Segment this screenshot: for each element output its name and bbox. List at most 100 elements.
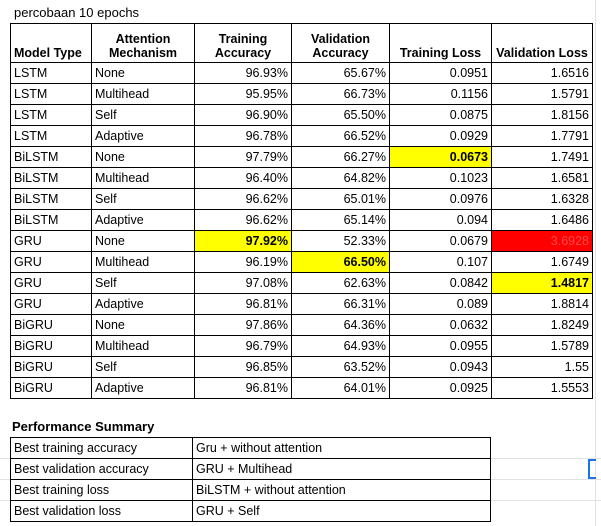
model-type-cell[interactable]: BiLSTM (10, 146, 92, 168)
header-validation-accuracy[interactable]: Validation Accuracy (291, 23, 390, 63)
validation-loss-cell[interactable]: 1.5553 (491, 377, 593, 399)
validation-loss-cell[interactable]: 1.6486 (491, 209, 593, 231)
header-attention-mechanism[interactable]: Attention Mechanism (91, 23, 195, 63)
attention-cell[interactable]: Self (91, 272, 195, 294)
validation-loss-cell[interactable]: 1.5791 (491, 83, 593, 105)
training-accuracy-cell[interactable]: 96.40% (194, 167, 292, 189)
training-loss-cell[interactable]: 0.1156 (389, 83, 492, 105)
training-accuracy-cell[interactable]: 97.08% (194, 272, 292, 294)
validation-accuracy-cell[interactable]: 64.82% (291, 167, 390, 189)
attention-cell[interactable]: None (91, 314, 195, 336)
training-accuracy-cell[interactable]: 96.81% (194, 293, 292, 315)
training-accuracy-cell[interactable]: 96.62% (194, 209, 292, 231)
validation-accuracy-cell[interactable]: 63.52% (291, 356, 390, 378)
training-loss-cell[interactable]: 0.1023 (389, 167, 492, 189)
training-loss-cell[interactable]: 0.089 (389, 293, 492, 315)
model-type-cell[interactable]: LSTM (10, 125, 92, 147)
training-loss-cell[interactable]: 0.0955 (389, 335, 492, 357)
model-type-cell[interactable]: GRU (10, 272, 92, 294)
model-type-cell[interactable]: BiGRU (10, 377, 92, 399)
validation-accuracy-cell[interactable]: 65.01% (291, 188, 390, 210)
training-accuracy-cell[interactable]: 96.62% (194, 188, 292, 210)
validation-accuracy-cell[interactable]: 65.14% (291, 209, 390, 231)
header-training-loss[interactable]: Training Loss (389, 23, 492, 63)
validation-loss-cell[interactable]: 1.8249 (491, 314, 593, 336)
training-accuracy-cell[interactable]: 96.85% (194, 356, 292, 378)
attention-cell[interactable]: Multihead (91, 83, 195, 105)
validation-accuracy-cell[interactable]: 66.50% (291, 251, 390, 273)
attention-cell[interactable]: Multihead (91, 335, 195, 357)
summary-label-cell[interactable]: Best training loss (10, 479, 193, 501)
validation-loss-cell[interactable]: 3.6928 (491, 230, 593, 252)
training-accuracy-cell[interactable]: 96.19% (194, 251, 292, 273)
validation-accuracy-cell[interactable]: 64.36% (291, 314, 390, 336)
attention-cell[interactable]: Self (91, 188, 195, 210)
training-loss-cell[interactable]: 0.0632 (389, 314, 492, 336)
model-type-cell[interactable]: GRU (10, 230, 92, 252)
validation-loss-cell[interactable]: 1.7491 (491, 146, 593, 168)
validation-loss-cell[interactable]: 1.5789 (491, 335, 593, 357)
attention-cell[interactable]: Adaptive (91, 377, 195, 399)
attention-cell[interactable]: Multihead (91, 251, 195, 273)
training-accuracy-cell[interactable]: 97.86% (194, 314, 292, 336)
header-training-accuracy[interactable]: Training Accuracy (194, 23, 292, 63)
summary-label-cell[interactable]: Best validation loss (10, 500, 193, 522)
summary-value-cell[interactable]: GRU + Self (192, 500, 491, 522)
training-loss-cell[interactable]: 0.0925 (389, 377, 492, 399)
model-type-cell[interactable]: BiLSTM (10, 167, 92, 189)
attention-cell[interactable]: Adaptive (91, 209, 195, 231)
validation-loss-cell[interactable]: 1.55 (491, 356, 593, 378)
training-loss-cell[interactable]: 0.0875 (389, 104, 492, 126)
summary-value-cell[interactable]: BiLSTM + without attention (192, 479, 491, 501)
validation-loss-cell[interactable]: 1.6581 (491, 167, 593, 189)
training-accuracy-cell[interactable]: 96.93% (194, 62, 292, 84)
attention-cell[interactable]: None (91, 62, 195, 84)
model-type-cell[interactable]: LSTM (10, 83, 92, 105)
model-type-cell[interactable]: BiGRU (10, 356, 92, 378)
model-type-cell[interactable]: GRU (10, 293, 92, 315)
training-loss-cell[interactable]: 0.094 (389, 209, 492, 231)
validation-loss-cell[interactable]: 1.6749 (491, 251, 593, 273)
header-model-type[interactable]: Model Type (10, 23, 92, 63)
validation-accuracy-cell[interactable]: 64.01% (291, 377, 390, 399)
model-type-cell[interactable]: GRU (10, 251, 92, 273)
model-type-cell[interactable]: BiGRU (10, 314, 92, 336)
model-type-cell[interactable]: BiLSTM (10, 188, 92, 210)
attention-cell[interactable]: Multihead (91, 167, 195, 189)
validation-accuracy-cell[interactable]: 52.33% (291, 230, 390, 252)
validation-loss-cell[interactable]: 1.8156 (491, 104, 593, 126)
attention-cell[interactable]: None (91, 230, 195, 252)
training-accuracy-cell[interactable]: 96.79% (194, 335, 292, 357)
attention-cell[interactable]: Self (91, 356, 195, 378)
training-accuracy-cell[interactable]: 97.92% (194, 230, 292, 252)
validation-accuracy-cell[interactable]: 62.63% (291, 272, 390, 294)
validation-accuracy-cell[interactable]: 65.50% (291, 104, 390, 126)
validation-loss-cell[interactable]: 1.6328 (491, 188, 593, 210)
validation-accuracy-cell[interactable]: 66.73% (291, 83, 390, 105)
header-validation-loss[interactable]: Validation Loss (491, 23, 593, 63)
summary-label-cell[interactable]: Best validation accuracy (10, 458, 193, 480)
training-loss-cell[interactable]: 0.107 (389, 251, 492, 273)
validation-loss-cell[interactable]: 1.4817 (491, 272, 593, 294)
validation-loss-cell[interactable]: 1.8814 (491, 293, 593, 315)
validation-loss-cell[interactable]: 1.7791 (491, 125, 593, 147)
training-loss-cell[interactable]: 0.0842 (389, 272, 492, 294)
training-accuracy-cell[interactable]: 96.90% (194, 104, 292, 126)
attention-cell[interactable]: Adaptive (91, 293, 195, 315)
model-type-cell[interactable]: BiGRU (10, 335, 92, 357)
training-loss-cell[interactable]: 0.0976 (389, 188, 492, 210)
training-loss-cell[interactable]: 0.0943 (389, 356, 492, 378)
training-loss-cell[interactable]: 0.0673 (389, 146, 492, 168)
validation-accuracy-cell[interactable]: 64.93% (291, 335, 390, 357)
training-accuracy-cell[interactable]: 97.79% (194, 146, 292, 168)
training-loss-cell[interactable]: 0.0951 (389, 62, 492, 84)
validation-accuracy-cell[interactable]: 66.31% (291, 293, 390, 315)
validation-loss-cell[interactable]: 1.6516 (491, 62, 593, 84)
model-type-cell[interactable]: BiLSTM (10, 209, 92, 231)
attention-cell[interactable]: None (91, 146, 195, 168)
attention-cell[interactable]: Self (91, 104, 195, 126)
model-type-cell[interactable]: LSTM (10, 104, 92, 126)
model-type-cell[interactable]: LSTM (10, 62, 92, 84)
validation-accuracy-cell[interactable]: 66.52% (291, 125, 390, 147)
training-loss-cell[interactable]: 0.0929 (389, 125, 492, 147)
